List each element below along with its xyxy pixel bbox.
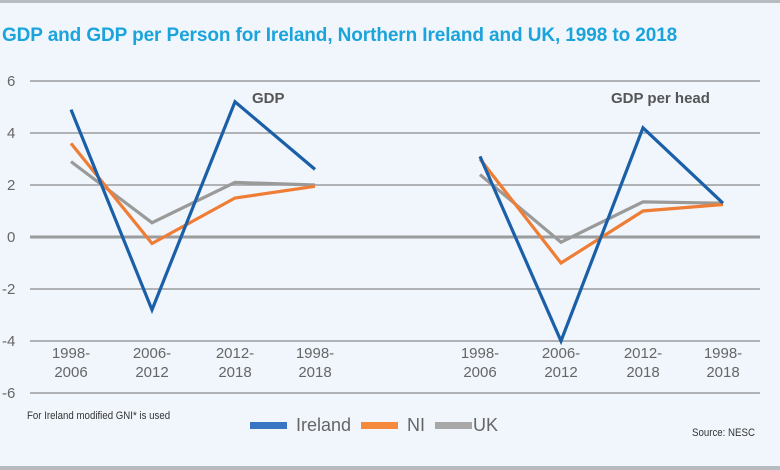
y-tick-label: -6 xyxy=(2,385,15,402)
source-note: Source: NESC xyxy=(692,427,755,439)
legend-swatch-uk xyxy=(435,422,473,429)
series-line-ni xyxy=(478,158,724,266)
y-tick-label: 6 xyxy=(7,73,15,90)
x-tick-label: 2006 xyxy=(54,364,87,381)
bottom-border xyxy=(0,466,780,470)
x-tick-label: 2018 xyxy=(706,364,739,381)
gridlines xyxy=(30,80,760,394)
x-tick-label: 2006 xyxy=(463,364,496,381)
panel-label: GDP xyxy=(252,90,285,107)
legend-label-ni: NI xyxy=(407,415,426,435)
series-line-ireland xyxy=(69,99,317,315)
legend-label-ireland: Ireland xyxy=(296,415,352,435)
x-tick-label: 1998- xyxy=(461,345,499,362)
x-tick-label: 2018 xyxy=(298,364,331,381)
legend-item-ireland: Ireland xyxy=(250,415,351,436)
panel-gdp: GDP 1998- 2006 2006- 2012 2012- 2018 1998- 2018 xyxy=(52,90,334,381)
chart-panels: GDP1998-20062006-20122012-20181998-2018G… xyxy=(52,90,742,381)
chart-title: GDP and GDP per Person for Ireland, Nort… xyxy=(2,25,678,46)
x-tick-label: 2012 xyxy=(544,364,577,381)
x-tick-label: 1998- xyxy=(704,345,742,362)
x-tick-label: 1998- xyxy=(52,345,90,362)
legend-swatch-ni xyxy=(361,422,399,429)
series-line-ireland xyxy=(478,125,725,346)
x-tick-label: 2006- xyxy=(133,345,171,362)
y-tick-label: -4 xyxy=(2,333,15,350)
y-tick-label: -2 xyxy=(2,281,15,298)
series-line-ni xyxy=(69,142,316,246)
y-tick-label: 2 xyxy=(7,177,15,194)
x-tick-label: 2012- xyxy=(624,345,662,362)
footnote: For Ireland modified GNI* is used xyxy=(27,410,171,422)
x-tick-label: 2012- xyxy=(216,345,254,362)
x-tick-label: 2018 xyxy=(218,364,251,381)
x-tick-label: 2012 xyxy=(135,364,168,381)
y-tick-label: 0 xyxy=(7,229,15,246)
legend-item-uk: UK xyxy=(435,415,498,436)
legend: Ireland NI UK xyxy=(250,415,508,436)
x-tick-label: 2018 xyxy=(626,364,659,381)
legend-label-uk: UK xyxy=(473,415,499,435)
y-tick-label: 4 xyxy=(7,125,15,142)
panel-label: GDP per head xyxy=(611,90,710,107)
legend-item-ni: NI xyxy=(361,415,425,436)
panel-gdp-per-head: GDP per head 1998- 2006 2006- 2012 2012- 2018 1… xyxy=(461,90,742,381)
y-axis-ticks: 6 4 2 0 -2 -4 -6 xyxy=(2,73,15,402)
x-tick-label: 2006- xyxy=(542,345,580,362)
legend-swatch-ireland xyxy=(250,422,287,429)
x-tick-label: 1998- xyxy=(296,345,334,362)
top-border xyxy=(0,0,780,3)
